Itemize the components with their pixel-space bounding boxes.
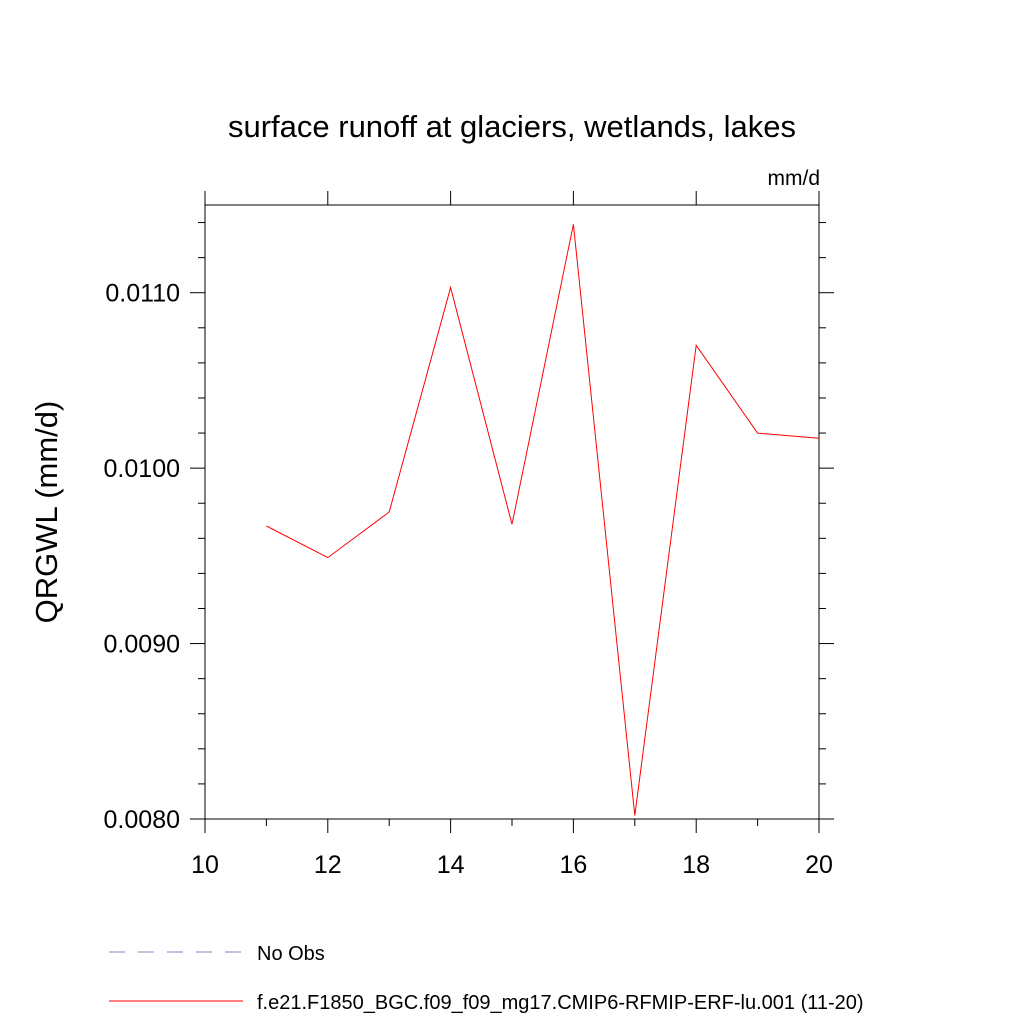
legend-label: f.e21.F1850_BGC.f09_f09_mg17.CMIP6-RFMIP… [257,992,864,1014]
chart-title: surface runoff at glaciers, wetlands, la… [228,109,796,144]
plot-frame [204,204,820,820]
x-tick-label: 20 [805,851,833,879]
x-tick-label: 12 [314,851,342,879]
axis-ticks [190,191,834,833]
units-label: mm/d [768,167,821,190]
y-tick-label: 0.0100 [104,455,180,483]
y-tick-label: 0.0110 [105,280,180,308]
y-tick-label: 0.0080 [104,806,180,834]
tick-labels: 10 12 14 16 18 20 0.0080 0.0090 0.0100 0.0110 [104,280,833,879]
y-axis-label: QRGWL (mm/d) [29,401,64,624]
series-line [266,224,820,816]
series-layer [266,224,820,816]
legend: No Obs f.e21.F1850_BGC.f09_f09_mg17.CMIP6… [109,943,864,1014]
x-tick-label: 16 [559,851,587,879]
x-tick-label: 14 [437,851,465,879]
x-tick-label: 10 [191,851,219,879]
x-tick-label: 18 [682,851,710,879]
y-tick-label: 0.0090 [104,631,180,659]
legend-label: No Obs [257,943,325,965]
